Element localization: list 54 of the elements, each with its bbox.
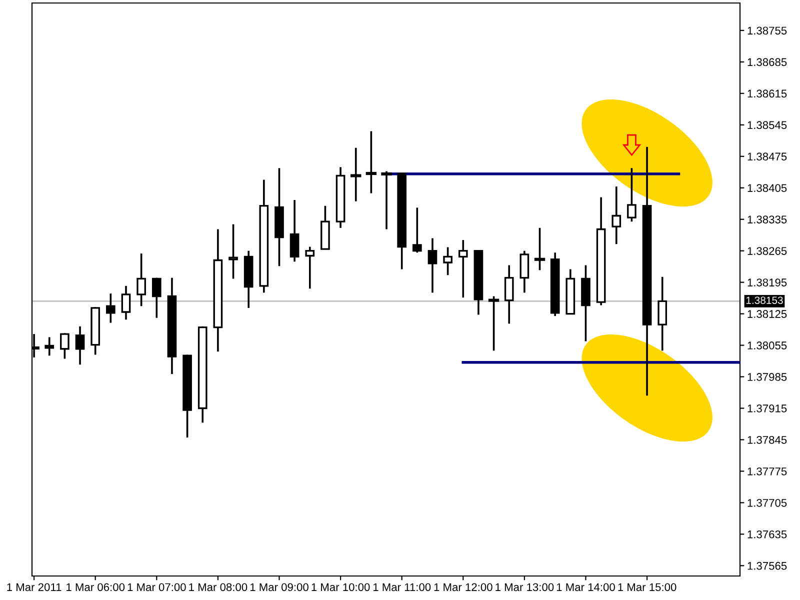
candlestick [60, 332, 70, 360]
candlestick [504, 264, 514, 325]
x-tick-label: 1 Mar 11:00 [373, 583, 431, 592]
candlestick [534, 226, 546, 272]
y-tick-label: 1.38615 [748, 90, 787, 98]
candlestick [366, 130, 377, 194]
candlestick [44, 336, 54, 357]
candlestick [443, 246, 452, 276]
y-tick-label: 1.37915 [748, 404, 787, 412]
y-tick-label: 1.38755 [748, 26, 787, 35]
y-tick-label: 1.38475 [748, 152, 787, 161]
candlestick [152, 276, 162, 319]
x-tick-label: 1 Mar 08:00 [189, 583, 248, 592]
candlestick [75, 325, 85, 366]
y-tick-label: 1.38405 [748, 184, 787, 192]
y-tick-label: 1.37775 [748, 467, 787, 476]
x-tick-label: 1 Mar 09:00 [250, 583, 308, 592]
x-tick-label: 1 Mar 06:00 [66, 583, 125, 592]
candlestick [290, 199, 300, 263]
x-tick-label: 1 Mar 13:00 [496, 583, 554, 592]
candlestick [428, 237, 438, 294]
x-tick-label: 1 Mar 14:00 [556, 583, 615, 592]
y-tick-label: 1.38545 [748, 121, 787, 130]
y-tick-label: 1.37985 [748, 373, 787, 381]
y-tick-label: 1.38265 [748, 247, 787, 255]
y-tick-label: 1.38125 [748, 310, 787, 318]
y-tick-label: 1.37845 [748, 436, 787, 444]
candlestick [381, 170, 392, 230]
ref-line-label: 1.38153 [746, 296, 783, 304]
candlestick [305, 246, 315, 290]
y-tick-label: 1.37705 [748, 498, 787, 507]
y-tick-label: 1.38195 [748, 278, 787, 286]
candlestick [627, 167, 636, 222]
x-tick-label: 1 Mar 2011 [7, 583, 62, 592]
x-tick-label: 1 Mar 10:00 [312, 583, 370, 592]
x-tick-label: 1 Mar 15:00 [618, 583, 676, 592]
candlestick [658, 276, 668, 352]
y-tick-label: 1.38335 [748, 216, 787, 224]
y-tick-label: 1.37565 [748, 562, 787, 570]
candlestick [228, 223, 238, 280]
candlestick [488, 295, 500, 352]
candlestick [612, 186, 622, 245]
candlestick [458, 239, 468, 298]
x-tick-label: 1 Mar 07:00 [128, 583, 186, 592]
y-tick-label: 1.38055 [748, 342, 787, 350]
candlestick [121, 284, 131, 321]
candlestick [412, 206, 422, 254]
candlestick [350, 146, 362, 202]
candlestick [520, 250, 530, 294]
x-tick-label: 1 Mar 12:00 [434, 583, 492, 592]
candlestick [136, 252, 146, 308]
candlestick [106, 292, 116, 324]
y-tick-label: 1.37635 [748, 530, 787, 538]
y-tick-label: 1.38685 [748, 58, 787, 66]
